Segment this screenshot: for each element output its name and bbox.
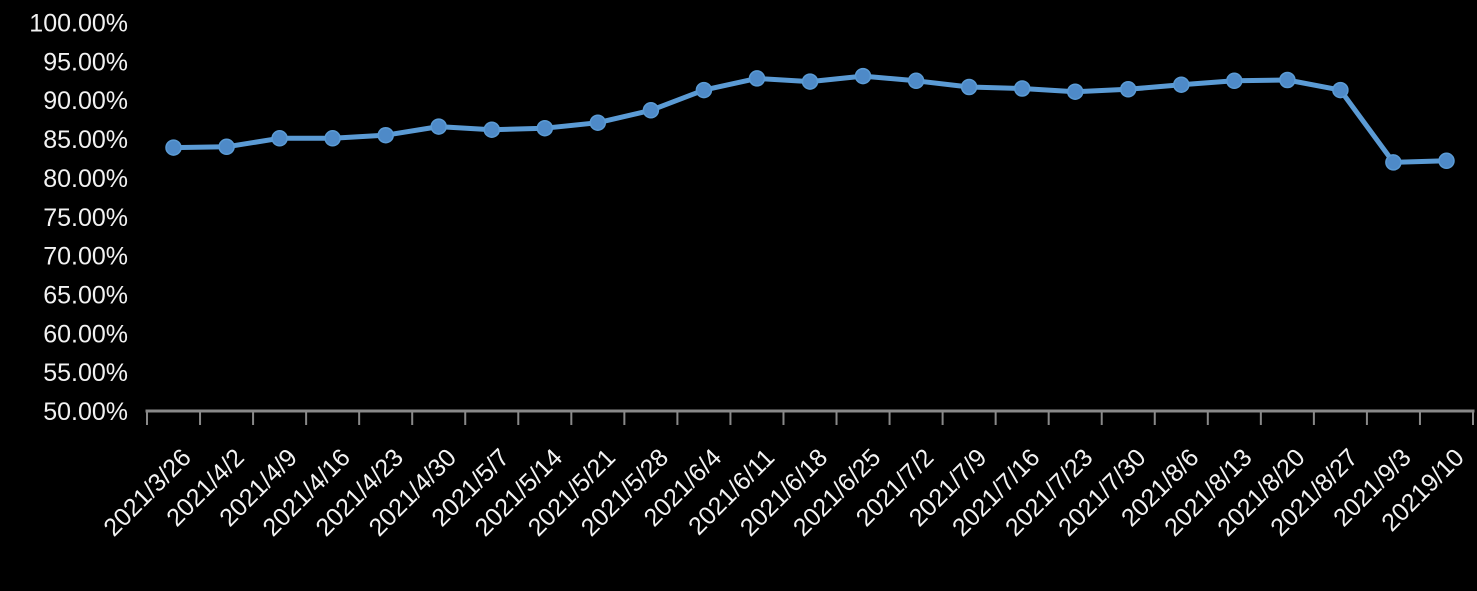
data-point-marker [695,81,713,99]
data-point-marker [1438,152,1455,170]
data-point-marker [165,139,182,156]
data-point-marker [907,72,925,90]
y-axis-tick-label: 65.00% [43,281,128,309]
y-axis-tick-label: 90.00% [43,87,128,115]
y-axis-tick-label: 60.00% [43,320,128,348]
data-point-marker [960,78,978,96]
y-axis-tick-label: 50.00% [43,398,128,426]
y-axis-tick-label: 95.00% [43,48,128,76]
y-axis-tick-label: 85.00% [43,126,128,154]
data-point-marker [1226,72,1243,90]
y-axis-tick-label: 80.00% [43,165,128,193]
y-axis-tick-label: 55.00% [43,359,128,387]
data-point-marker [1173,76,1190,93]
y-axis-tick-label: 100.00% [29,10,128,38]
data-point-marker [1119,81,1137,98]
data-point-marker [536,119,554,137]
data-point-marker [483,121,501,138]
data-point-marker [1385,154,1402,171]
data-point-marker [1332,81,1349,99]
data-point-marker [430,118,447,135]
data-point-marker [854,67,872,85]
data-point-marker [642,102,660,119]
data-point-marker [1013,80,1031,97]
data-point-marker [801,73,819,90]
data-point-marker [324,130,341,147]
data-point-marker [1279,71,1296,89]
y-axis-tick-label: 70.00% [43,243,128,271]
y-axis-tick-label: 75.00% [43,204,128,232]
data-point-marker [218,138,235,156]
data-point-marker [377,126,394,144]
data-point-marker [271,130,288,147]
data-point-marker [589,114,607,131]
data-point-marker [748,70,766,87]
data-point-marker [1066,83,1084,100]
